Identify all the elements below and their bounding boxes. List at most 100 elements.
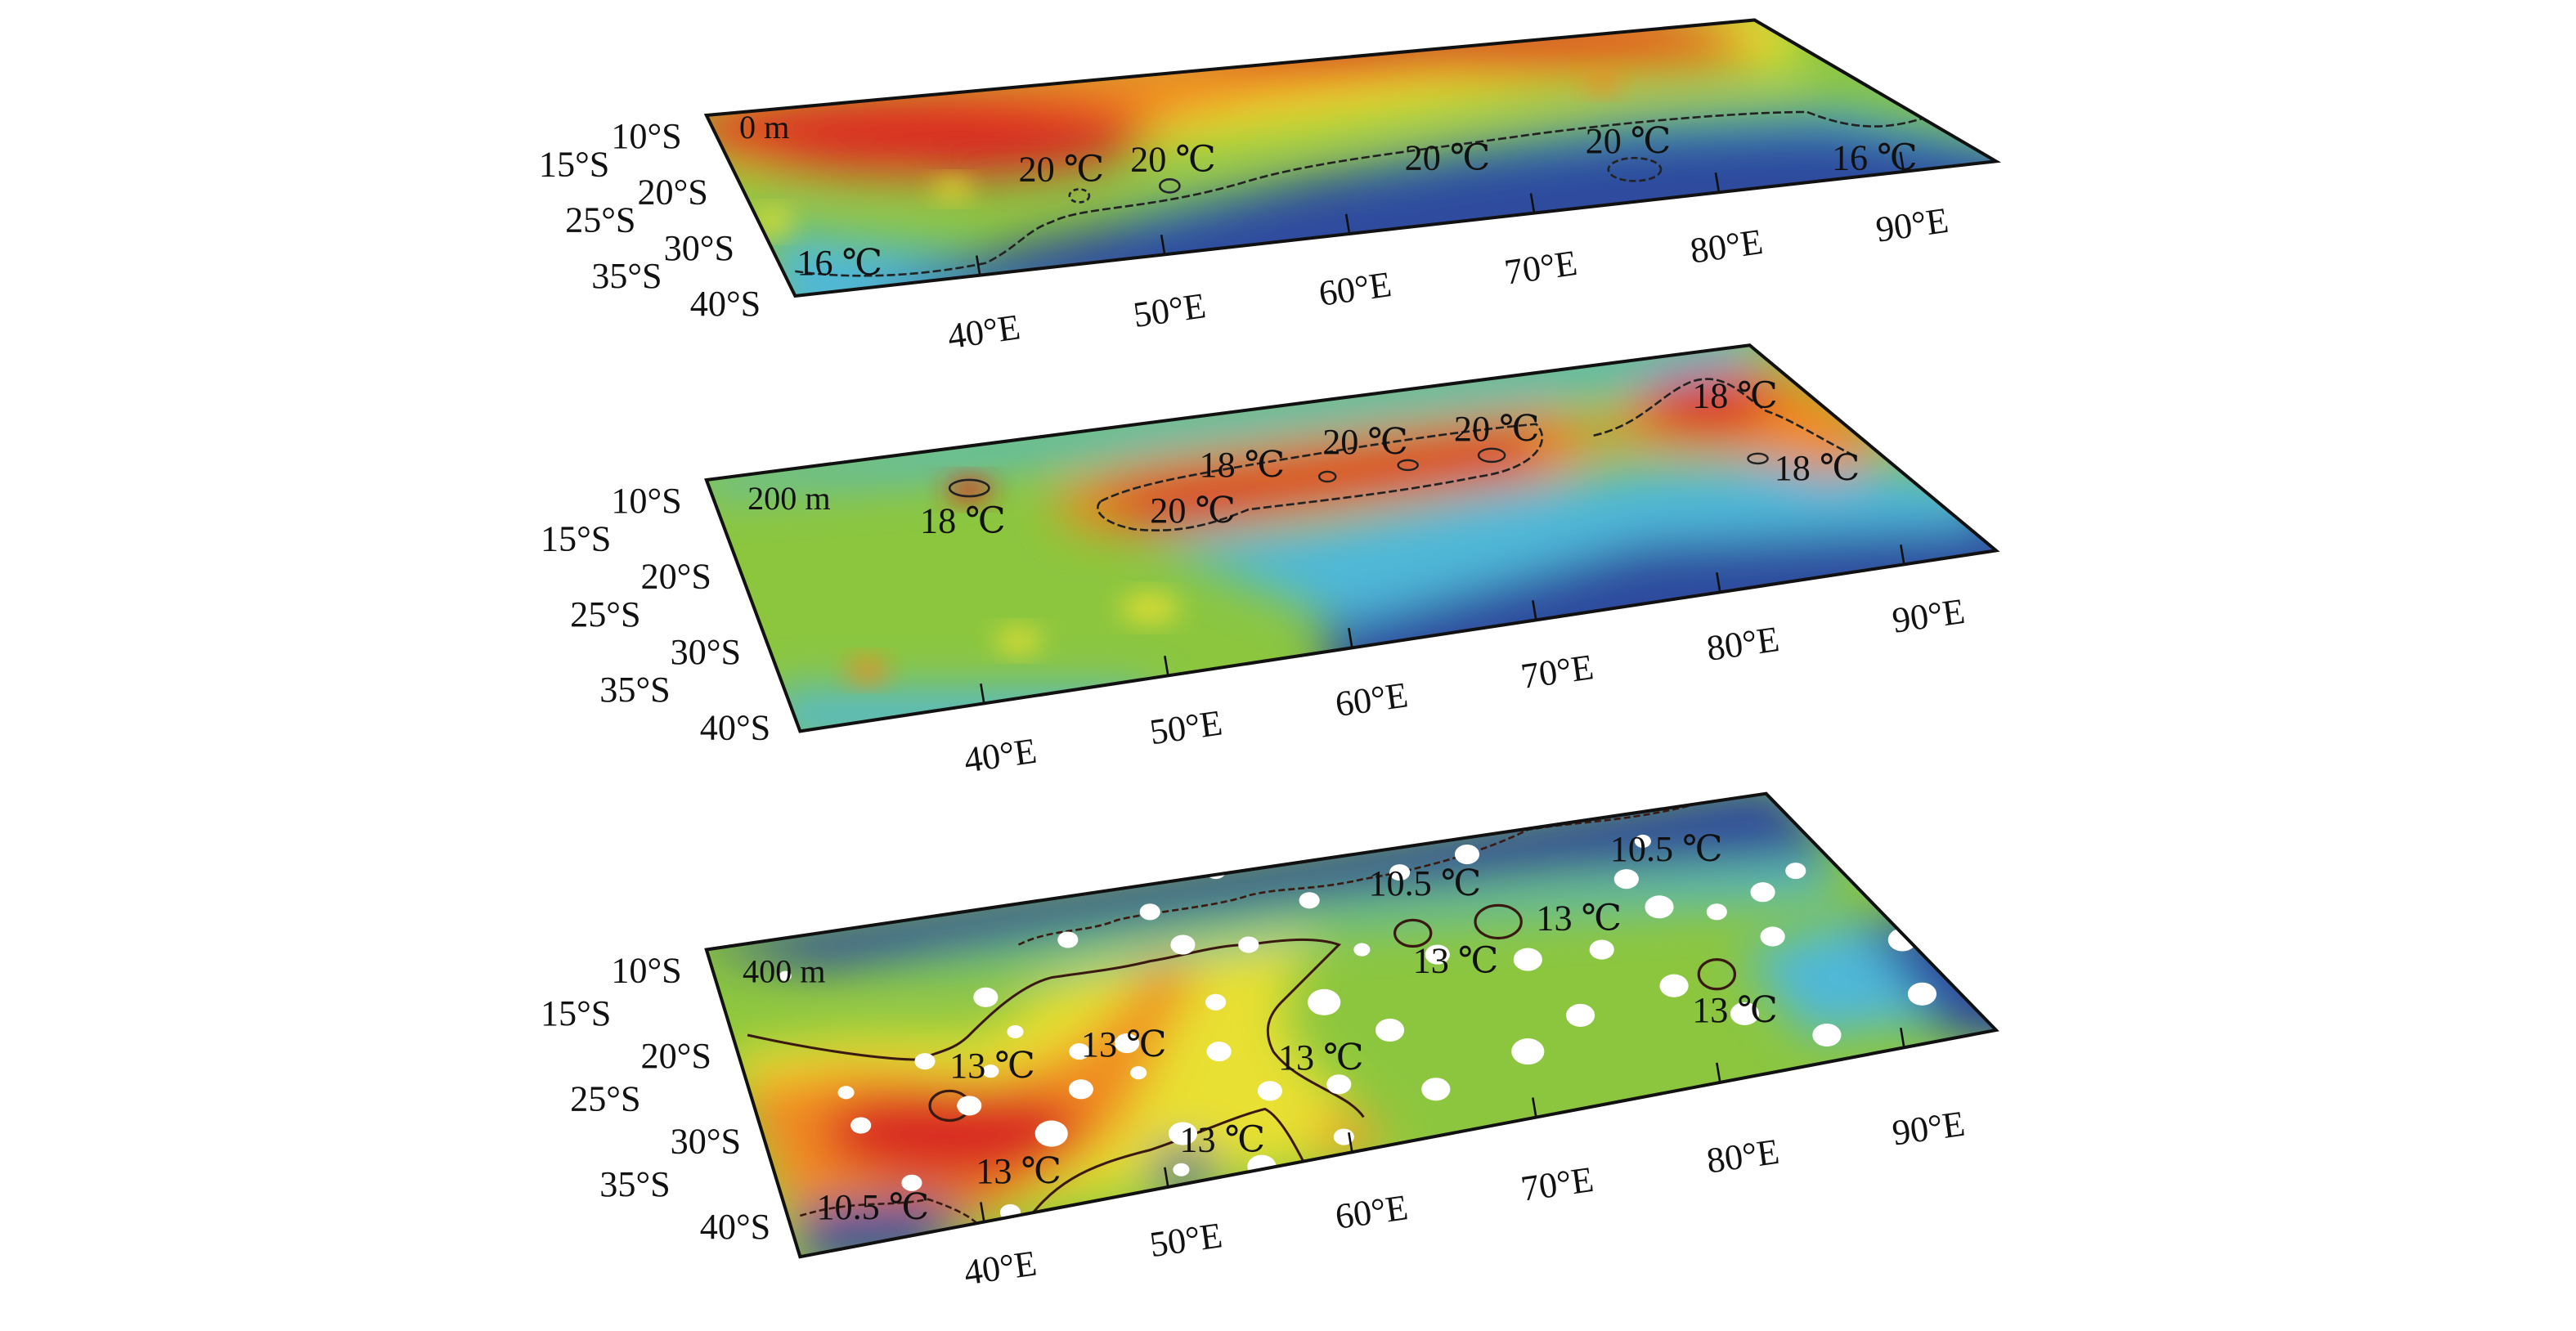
missing-data-dot — [973, 987, 999, 1007]
lat-tick-label: 15°S — [539, 144, 609, 184]
lon-tick-label: 50°E — [1147, 702, 1225, 752]
lon-tick-mark — [980, 683, 985, 704]
contour-label: 13 ℃ — [1278, 1037, 1364, 1078]
depth-label: 0 m — [739, 109, 789, 146]
lon-tick-mark — [980, 1202, 985, 1222]
missing-data-dot — [1425, 944, 1450, 965]
lat-tick-label: 40°S — [700, 1207, 770, 1247]
panel-200m-frame — [704, 343, 2000, 733]
missing-data-dot — [1589, 939, 1614, 960]
lon-tick-mark — [1532, 600, 1537, 621]
missing-data-dot — [1206, 1042, 1232, 1062]
missing-data-dot — [1421, 1078, 1451, 1101]
missing-data-dot — [1353, 943, 1371, 957]
contour-label: 20 ℃ — [1150, 491, 1236, 531]
missing-data-dot — [1530, 806, 1551, 823]
missing-data-dot — [1865, 876, 1882, 890]
lon-tick-label: 60°E — [1333, 1187, 1411, 1237]
lon-tick-mark — [1900, 544, 1905, 565]
lat-tick-label: 15°S — [541, 518, 611, 558]
lon-tick-mark — [1348, 628, 1353, 648]
missing-data-dot — [1750, 882, 1775, 903]
lat-tick-label: 20°S — [640, 1036, 711, 1076]
missing-data-dot — [1634, 834, 1651, 848]
missing-data-dot — [837, 1086, 855, 1100]
missing-data-dot — [850, 1117, 872, 1134]
missing-data-dot — [1139, 903, 1160, 921]
lat-tick-label: 30°S — [671, 632, 741, 672]
contour-label: 13 ℃ — [949, 1046, 1035, 1086]
lon-tick-label: 90°E — [1890, 591, 1968, 641]
lat-tick-label: 35°S — [599, 670, 670, 710]
lon-tick-mark — [1899, 151, 1905, 173]
lon-tick-label: 70°E — [1519, 647, 1596, 697]
contour-label: 13 ℃ — [1081, 1024, 1167, 1064]
lon-tick-mark — [975, 255, 981, 276]
lon-tick-label: 50°E — [1131, 285, 1209, 335]
lon-tick-label: 40°E — [945, 307, 1023, 356]
lon-tick-label: 80°E — [1704, 1132, 1782, 1181]
lat-tick-label: 10°S — [611, 481, 681, 521]
lon-tick-mark — [1344, 213, 1351, 235]
missing-data-dot — [1760, 926, 1785, 947]
missing-data-dot — [957, 1096, 982, 1116]
contour-label: 13 ℃ — [1413, 941, 1499, 981]
missing-data-dot — [1375, 1018, 1405, 1042]
contour-label: 16 ℃ — [1832, 137, 1918, 177]
missing-data-dot — [1057, 931, 1079, 948]
contour-label: 20 ℃ — [1454, 409, 1540, 449]
missing-data-dot — [1706, 903, 1727, 921]
lon-tick-label: 80°E — [1704, 619, 1782, 669]
lon-tick-label: 40°E — [962, 1243, 1039, 1293]
missing-data-dot — [1907, 982, 1937, 1006]
missing-data-dot — [1130, 1066, 1147, 1080]
lon-tick-mark — [1164, 656, 1169, 676]
lon-tick-mark — [1716, 572, 1721, 593]
lon-tick-label: 60°E — [1317, 264, 1394, 314]
contour-label: 18 ℃ — [920, 500, 1006, 540]
lon-tick-mark — [1716, 1062, 1721, 1083]
depth-label: 400 m — [743, 953, 826, 990]
panel-400m-field — [706, 793, 1996, 1257]
missing-data-dot — [1205, 993, 1227, 1011]
missing-data-dot — [1069, 1043, 1090, 1060]
contour-label: 18 ℃ — [1200, 445, 1286, 485]
lon-tick-label: 90°E — [1874, 200, 1951, 250]
lat-tick-label: 40°S — [700, 707, 770, 747]
lon-tick-mark — [1348, 1132, 1353, 1153]
contour-label: 20 ℃ — [1405, 137, 1491, 177]
contour-label: 10.5 ℃ — [1610, 829, 1723, 869]
lon-tick-mark — [1160, 234, 1166, 255]
contour-label: 20 ℃ — [1130, 139, 1216, 179]
lat-tick-label: 25°S — [570, 1078, 640, 1118]
missing-data-dot — [1115, 1033, 1140, 1054]
lat-tick-label: 10°S — [611, 116, 681, 156]
lon-tick-mark — [1532, 1097, 1537, 1118]
contour-label: 20 ℃ — [1586, 121, 1672, 161]
missing-data-dot — [779, 970, 792, 981]
missing-data-dot — [1068, 1079, 1093, 1100]
lat-tick-label: 15°S — [541, 993, 611, 1033]
contour-label: 18 ℃ — [1775, 448, 1860, 488]
contour-label: 18 ℃ — [1692, 376, 1778, 416]
lat-tick-label: 10°S — [611, 951, 681, 991]
contour-label: 20 ℃ — [1019, 149, 1105, 189]
lon-tick-mark — [1164, 1167, 1169, 1188]
lon-tick-label: 80°E — [1688, 222, 1766, 271]
missing-data-dot — [1170, 934, 1196, 955]
missing-data-dot — [1645, 895, 1674, 919]
panel-200m-field — [706, 345, 1996, 732]
panel-0m-frame — [703, 18, 2002, 298]
missing-data-dot — [1007, 1024, 1024, 1039]
lon-tick-label: 70°E — [1502, 243, 1580, 293]
lon-tick-mark — [1900, 1027, 1905, 1048]
missing-data-dot — [1389, 864, 1411, 881]
lat-tick-label: 25°S — [570, 594, 640, 634]
contour-label: 13 ℃ — [976, 1151, 1061, 1191]
contour-label: 13 ℃ — [1536, 898, 1622, 938]
missing-data-dot — [914, 1053, 936, 1070]
missing-data-dot — [982, 1064, 999, 1078]
missing-data-dot — [1039, 1123, 1064, 1144]
lat-tick-label: 35°S — [599, 1164, 670, 1204]
